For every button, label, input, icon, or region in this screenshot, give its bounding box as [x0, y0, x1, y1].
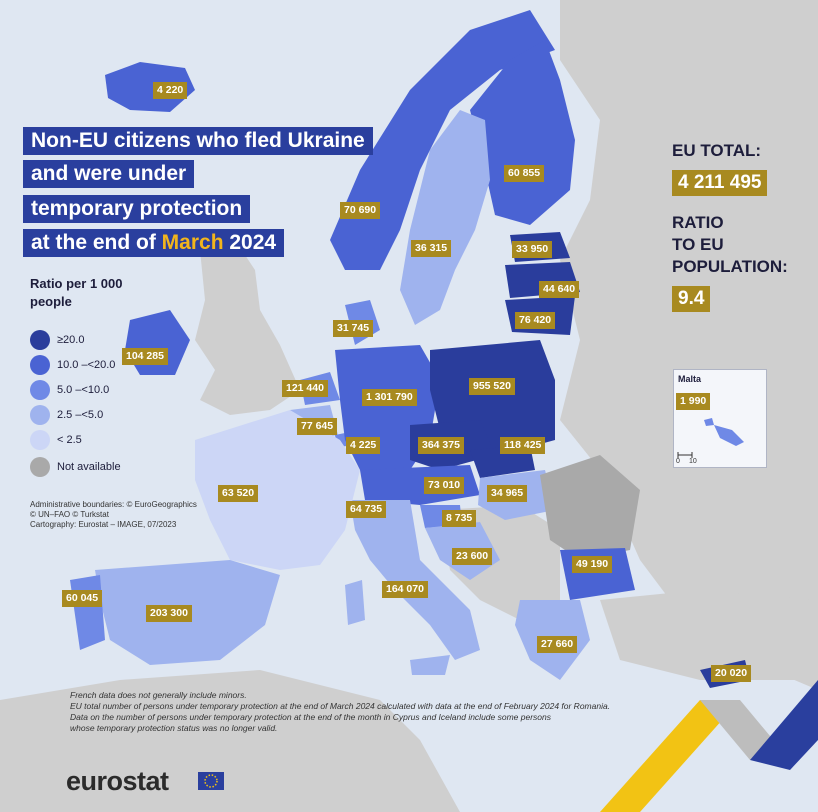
label-cyprus: 20 020: [711, 665, 752, 682]
label-slovenia: 64 735: [346, 501, 387, 518]
decor-blue-chevron: [750, 680, 818, 770]
eu-flag-icon: [198, 772, 224, 790]
label-czechia: 364 375: [418, 437, 464, 454]
label-bulgaria: 49 190: [572, 556, 613, 573]
country-finland: [470, 40, 575, 225]
credits: Administrative boundaries: © EuroGeograp…: [30, 500, 197, 529]
label-denmark: 31 745: [333, 320, 374, 337]
country-france: [195, 410, 360, 570]
label-croatia: 8 735: [442, 510, 477, 527]
legend-title: Ratio per 1 000 people: [30, 276, 123, 309]
legend-swatch: [30, 430, 50, 450]
legend-item-not-available: Not available: [30, 457, 121, 477]
country-sardinia: [345, 580, 365, 625]
label-spain: 203 300: [146, 605, 192, 622]
label-poland: 955 520: [469, 378, 515, 395]
label-italy: 164 070: [382, 581, 428, 598]
label-slovakia: 118 425: [500, 437, 546, 454]
title-line-3: temporary protection: [23, 195, 251, 223]
label-norway: 70 690: [340, 202, 381, 219]
legend-swatch: [30, 457, 50, 477]
eu-total-label: EU TOTAL:: [672, 141, 762, 160]
legend-item-2-5-5: 2.5 –<5.0: [30, 405, 103, 425]
label-lithuania: 76 420: [515, 312, 556, 329]
malta-scale-0: 0: [676, 458, 680, 465]
land-non-eu-turkey: [600, 590, 818, 680]
land-non-eu-uk: [195, 240, 300, 415]
ratio-label-1: RATIO: [672, 213, 724, 232]
country-ireland: [125, 310, 190, 375]
label-greece-north: 23 600: [452, 548, 493, 565]
footnotes: French data does not generally include m…: [70, 690, 611, 733]
label-netherlands: 121 440: [282, 380, 328, 397]
label-france: 63 520: [218, 485, 259, 502]
eurostat-logo: eurostat: [66, 766, 169, 796]
ratio-label-2: TO EU: [672, 235, 724, 254]
country-italy: [350, 500, 480, 660]
legend-item-5-10: 5.0 –<10.0: [30, 380, 109, 400]
title-line-2: and were under: [23, 160, 195, 188]
title-line-1: Non-EU citizens who fled Ukraine: [23, 127, 373, 155]
legend-swatch: [30, 355, 50, 375]
malta-inset: Malta 0 10: [673, 369, 767, 468]
country-portugal: [70, 575, 105, 650]
label-sweden: 36 315: [411, 240, 452, 257]
ratio-value: 9.4: [672, 286, 711, 312]
legend-swatch: [30, 330, 50, 350]
label-estonia: 33 950: [512, 241, 553, 258]
title-line-4: at the end of March 2024: [23, 229, 285, 257]
country-austria: [360, 465, 480, 505]
label-belgium: 77 645: [297, 418, 338, 435]
malta-scale-10: 10: [689, 458, 697, 465]
country-romania: [540, 455, 640, 560]
legend-item-10-20: 10.0 –<20.0: [30, 355, 115, 375]
eu-total-value: 4 211 495: [672, 170, 768, 196]
label-germany: 1 301 790: [362, 389, 417, 406]
country-sweden: [400, 110, 490, 325]
legend-swatch: [30, 380, 50, 400]
country-iceland: [105, 62, 195, 112]
label-portugal: 60 045: [62, 590, 103, 607]
label-latvia: 44 640: [539, 281, 580, 298]
label-luxembourg: 4 225: [346, 437, 381, 454]
country-sicily: [410, 655, 450, 675]
label-austria: 73 010: [424, 477, 465, 494]
label-iceland: 4 220: [153, 82, 188, 99]
label-hungary: 34 965: [487, 485, 528, 502]
legend-swatch: [30, 405, 50, 425]
legend-item-ge-20: ≥20.0: [30, 330, 84, 350]
malta-name: Malta: [678, 374, 702, 384]
label-finland: 60 855: [504, 165, 545, 182]
decor-yellow-chevron: [600, 700, 740, 812]
land-non-eu-africa: [0, 670, 460, 812]
label-ireland: 104 285: [122, 348, 168, 365]
label-greece: 27 660: [537, 636, 578, 653]
legend-item-lt-2-5: < 2.5: [30, 430, 82, 450]
land-non-eu-norway: [330, 10, 555, 270]
malta-shape: [677, 418, 744, 458]
ratio-label-3: POPULATION:: [672, 257, 788, 276]
label-malta: 1 990: [676, 393, 711, 410]
